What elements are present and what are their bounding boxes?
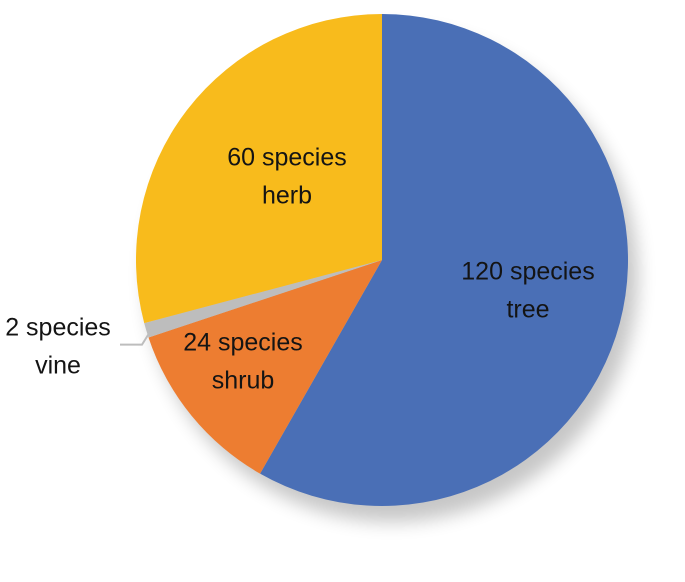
slice-label-shrub-category: shrub xyxy=(212,367,275,395)
leader-line-vine xyxy=(120,328,153,346)
slice-label-shrub-count: 24 species xyxy=(183,329,303,357)
slice-label-vine-count: 2 species xyxy=(5,314,111,342)
slice-label-herb-category: herb xyxy=(262,182,312,210)
slice-label-vine-category: vine xyxy=(35,352,81,380)
slice-label-tree-count: 120 species xyxy=(461,258,594,286)
slice-label-tree-category: tree xyxy=(506,296,549,324)
pie-slice-shrub xyxy=(148,260,382,474)
pie-slice-herb xyxy=(135,14,382,324)
slice-labels: 120 species tree 24 species shrub 2 species v… xyxy=(5,144,595,395)
pie-slices xyxy=(135,13,629,507)
pie-slice-tree xyxy=(260,13,629,507)
slice-label-herb-count: 60 species xyxy=(227,144,347,172)
pie-slice-vine xyxy=(144,260,382,338)
